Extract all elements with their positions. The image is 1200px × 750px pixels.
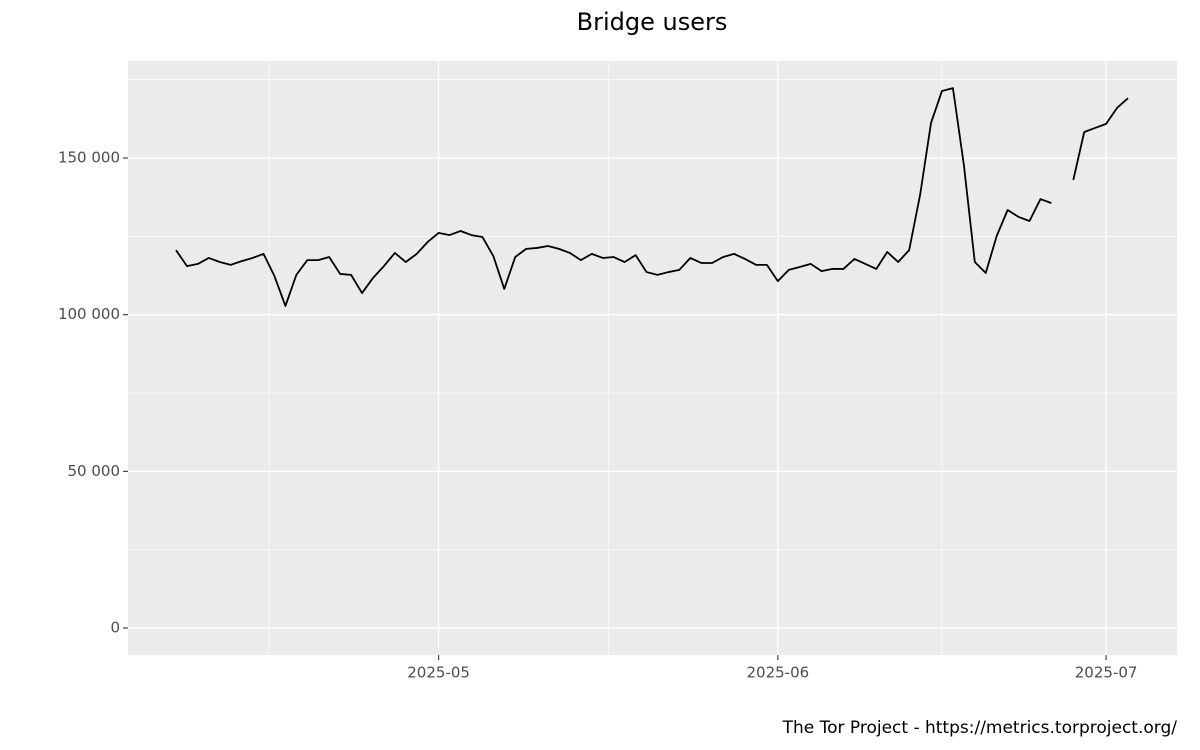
y-tick-label: 50 000 — [68, 462, 121, 480]
grid — [128, 61, 1177, 655]
x-tick-label: 2025-05 — [407, 664, 470, 682]
y-tick-label: 150 000 — [58, 149, 120, 167]
y-tick-label: 100 000 — [58, 305, 120, 323]
chart-title: Bridge users — [577, 8, 728, 36]
x-tick-label: 2025-07 — [1075, 664, 1138, 682]
x-tick-label: 2025-06 — [746, 664, 809, 682]
marks — [175, 87, 1129, 307]
y-tick-label: 0 — [110, 618, 120, 636]
data-line — [175, 87, 1129, 307]
panel — [128, 61, 1177, 655]
caption: The Tor Project - https://metrics.torpro… — [782, 718, 1178, 738]
